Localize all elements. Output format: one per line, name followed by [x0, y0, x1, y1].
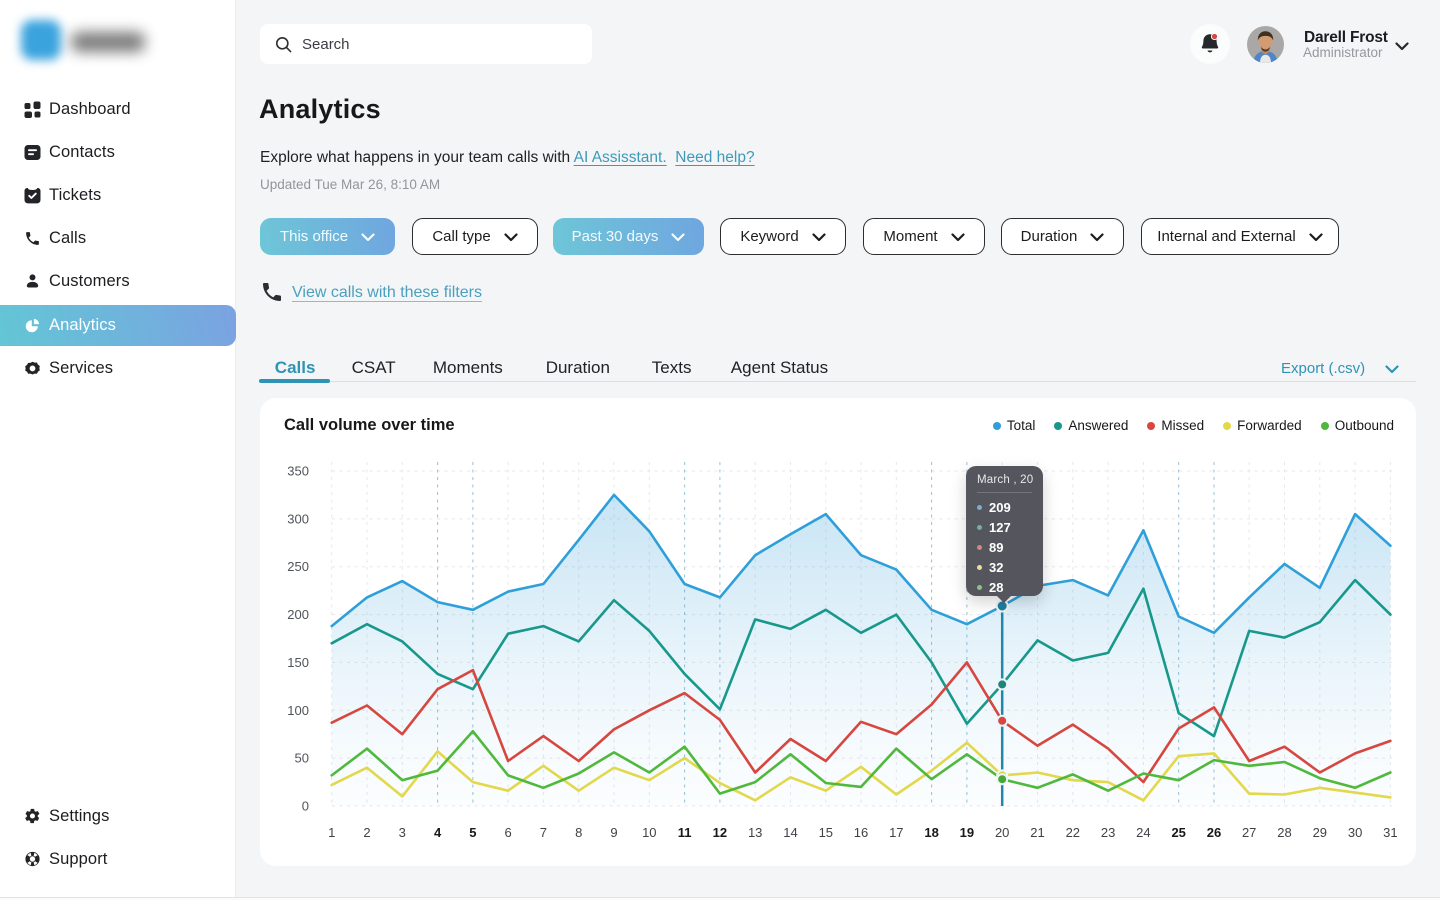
svg-text:250: 250: [287, 559, 309, 574]
svg-text:15: 15: [819, 825, 833, 840]
svg-text:50: 50: [295, 751, 309, 766]
svg-text:0: 0: [302, 799, 309, 814]
svg-text:100: 100: [287, 703, 309, 718]
svg-text:5: 5: [469, 825, 476, 840]
svg-text:200: 200: [287, 607, 309, 622]
svg-text:1: 1: [328, 825, 335, 840]
svg-text:19: 19: [960, 825, 974, 840]
svg-text:21: 21: [1030, 825, 1044, 840]
svg-text:22: 22: [1066, 825, 1080, 840]
svg-text:24: 24: [1136, 825, 1150, 840]
svg-text:14: 14: [783, 825, 797, 840]
svg-text:10: 10: [642, 825, 656, 840]
svg-text:9: 9: [610, 825, 617, 840]
svg-text:17: 17: [889, 825, 903, 840]
svg-text:6: 6: [504, 825, 511, 840]
svg-text:8: 8: [575, 825, 582, 840]
svg-text:7: 7: [540, 825, 547, 840]
svg-text:3: 3: [399, 825, 406, 840]
svg-text:18: 18: [924, 825, 938, 840]
svg-text:150: 150: [287, 655, 309, 670]
svg-text:12: 12: [713, 825, 727, 840]
svg-text:300: 300: [287, 511, 309, 526]
svg-text:29: 29: [1313, 825, 1327, 840]
svg-text:30: 30: [1348, 825, 1362, 840]
svg-text:16: 16: [854, 825, 868, 840]
svg-text:31: 31: [1383, 825, 1397, 840]
svg-text:27: 27: [1242, 825, 1256, 840]
svg-text:28: 28: [1277, 825, 1291, 840]
svg-text:11: 11: [678, 825, 692, 840]
svg-text:26: 26: [1207, 825, 1221, 840]
svg-text:13: 13: [748, 825, 762, 840]
svg-text:2: 2: [363, 825, 370, 840]
svg-text:23: 23: [1101, 825, 1115, 840]
svg-text:4: 4: [434, 825, 442, 840]
svg-text:25: 25: [1171, 825, 1185, 840]
svg-text:20: 20: [995, 825, 1009, 840]
svg-text:350: 350: [287, 464, 309, 479]
